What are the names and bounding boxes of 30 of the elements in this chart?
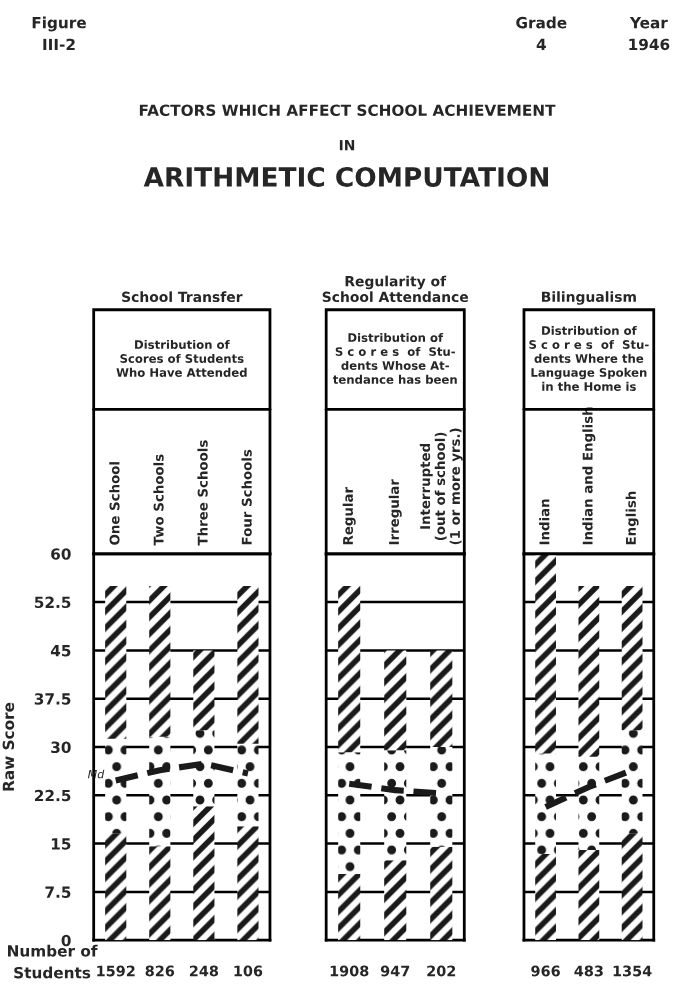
bar xyxy=(621,585,643,731)
bar xyxy=(384,750,407,861)
bar xyxy=(105,833,127,941)
bar xyxy=(578,585,600,757)
bar xyxy=(149,585,171,737)
bar xyxy=(338,873,361,941)
bar xyxy=(384,860,407,941)
bar xyxy=(237,585,259,744)
line-series xyxy=(112,760,251,784)
bar xyxy=(384,650,407,751)
bar xyxy=(237,743,259,827)
bar xyxy=(621,833,643,941)
bar xyxy=(338,752,361,874)
bar xyxy=(430,747,453,847)
bar xyxy=(621,730,643,834)
bar xyxy=(535,853,556,941)
bar xyxy=(237,826,259,941)
bar xyxy=(430,650,453,747)
bar xyxy=(193,806,215,941)
bar xyxy=(105,585,127,739)
bar xyxy=(338,585,361,753)
bar xyxy=(193,730,215,807)
bar xyxy=(535,753,556,854)
text: ARITHMETIC COMPUTATION xyxy=(143,166,548,187)
bar xyxy=(149,846,171,941)
bar xyxy=(430,846,453,941)
bar xyxy=(149,736,171,847)
bar xyxy=(578,850,600,941)
bar xyxy=(535,553,556,754)
bar xyxy=(193,650,215,731)
